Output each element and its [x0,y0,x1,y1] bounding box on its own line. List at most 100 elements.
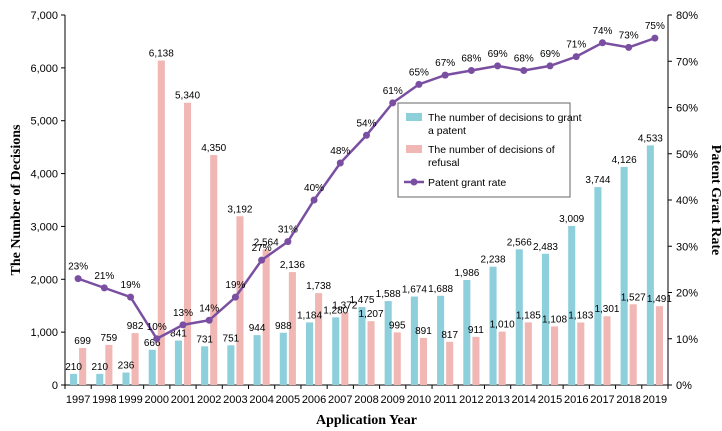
y2-tick-label: 70% [676,56,698,68]
grant-rate-point [284,238,292,246]
refusal-data-label: 1,108 [542,314,567,325]
grant-rate-point [520,67,528,74]
x-tick-label: 2018 [616,394,640,406]
grant-rate-label: 13% [173,308,193,319]
grant-rate-point [494,62,502,70]
grant-data-label: 731 [196,334,213,345]
legend-box [397,102,571,198]
grant-bar [541,253,550,385]
y2-tick-label: 50% [676,149,698,161]
y-axis-title: The Number of Decisions [9,124,24,276]
grant-bar [489,266,497,385]
grant-bar [70,373,78,385]
grant-rate-point [231,293,239,301]
grant-rate-point [572,53,580,61]
x-tick-label: 2013 [485,394,509,406]
grant-rate-label: 61% [383,86,403,97]
legend-label-refusal-line1: The number of decisions of [428,144,555,156]
refusal-bar [498,331,506,385]
grant-rate-point [310,196,318,204]
refusal-data-label: 982 [127,321,144,332]
grant-rate-label: 23% [68,262,88,273]
refusal-bar [105,344,113,385]
legend-swatch-grant [406,113,422,121]
grant-rate-point [651,34,659,42]
refusal-data-label: 1,301 [594,304,619,315]
grant-data-label: 210 [91,362,108,373]
x-tick-label: 2019 [643,394,667,406]
y2-tick-label: 40% [676,195,698,207]
x-tick-label: 2017 [590,394,614,406]
x-tick-label: 2008 [354,394,378,406]
grant-bar [358,307,366,385]
grant-bar [594,187,602,385]
grant-bar [410,296,418,385]
refusal-data-label: 2,136 [280,260,305,271]
y2-tick-label: 20% [676,288,698,300]
refusal-data-label: 1,738 [306,281,331,292]
grant-rate-label: 65% [409,67,429,78]
x-axis-title: Application Year [316,413,417,428]
grant-data-label: 236 [118,361,135,372]
grant-rate-point [336,159,344,167]
x-tick-label: 2011 [433,394,457,406]
refusal-data-label: 1,491 [647,294,672,305]
refusal-data-label: 2,564 [254,237,279,248]
grant-rate-label: 69% [540,49,560,60]
grant-data-label: 1,475 [349,295,374,306]
grant-bar [437,295,445,385]
grant-rate-label: 67% [435,58,455,69]
refusal-bar [210,155,218,385]
grant-rate-label: 40% [304,183,324,194]
refusal-data-label: 5,340 [175,91,200,102]
grant-data-label: 1,986 [454,268,479,279]
grant-data-label: 1,184 [297,310,322,321]
grant-rate-label: 27% [252,243,272,254]
grant-bar [227,345,235,385]
y2-tick-label: 10% [676,334,698,346]
grant-rate-point [389,99,397,107]
refusal-bar [367,321,375,385]
grant-rate-point [363,131,370,139]
y-tick-label: 0 [52,380,58,392]
refusal-bar [341,312,349,385]
grant-bar [620,166,628,385]
x-tick-label: 1999 [118,394,142,406]
refusal-bar [262,249,270,385]
grant-rate-label: 68% [514,54,534,65]
grant-bar [279,332,287,385]
grant-rate-label: 19% [121,280,141,291]
grant-rate-label: 68% [461,54,481,65]
grant-data-label: 666 [144,338,161,349]
grant-bar [515,249,523,385]
grant-data-label: 1,588 [376,289,401,300]
grant-rate-point [625,43,633,51]
refusal-data-label: 1,527 [621,292,646,303]
legend-label-refusal-line2: refusal [428,157,460,169]
grant-rate-label: 19% [225,280,245,291]
legend-label-grant-line2: a patent [428,125,466,137]
refusal-data-label: 3,192 [227,204,252,215]
x-tick-label: 2016 [564,394,588,406]
grant-data-label: 2,566 [507,237,532,248]
refusal-data-label: 4,350 [201,143,226,154]
grant-rate-point [205,316,213,324]
refusal-bar [603,316,611,385]
refusal-bar [393,332,401,385]
refusal-data-label: 1,185 [516,310,541,321]
y-tick-label: 4,000 [30,169,58,181]
grant-rate-label: 74% [592,26,612,37]
grant-bar [384,301,392,385]
grant-bar [148,349,156,385]
refusal-bar [79,348,87,385]
refusal-data-label: 1,183 [568,310,593,321]
grant-rate-point [179,321,187,329]
x-tick-label: 2000 [145,394,169,406]
refusal-data-label: 699 [74,336,91,347]
grant-rate-label: 10% [147,322,167,333]
x-tick-label: 2015 [538,394,562,406]
refusal-data-label: 1,010 [490,320,515,331]
grant-bar [96,373,104,385]
grant-data-label: 1,688 [428,284,453,295]
